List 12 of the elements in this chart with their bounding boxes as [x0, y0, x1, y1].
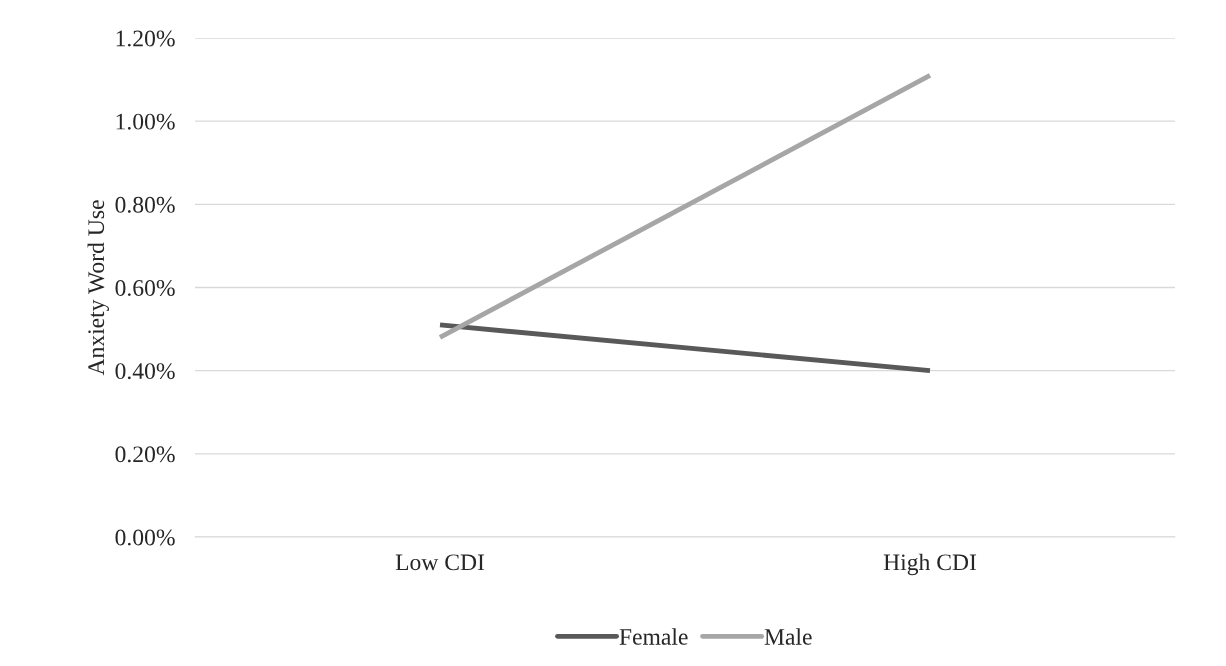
x-tick-label: High CDI [883, 553, 977, 576]
y-tick-label: 1.20% [116, 30, 175, 47]
y-tick-label: 0.60% [115, 279, 175, 297]
y-tick-label: 0.00% [115, 529, 175, 546]
y-axis-title: Anxiety Word Use [87, 200, 110, 376]
y-tick-label: 1.00% [116, 113, 175, 130]
y-tick-label: 0.20% [115, 446, 175, 463]
y-tick-label: 0.40% [115, 363, 175, 380]
x-tick-label: Low CDI [395, 554, 485, 571]
y-tick-label: 0.80% [115, 196, 175, 213]
legend-label: Female [619, 628, 688, 645]
legend-label: Male [764, 628, 812, 645]
